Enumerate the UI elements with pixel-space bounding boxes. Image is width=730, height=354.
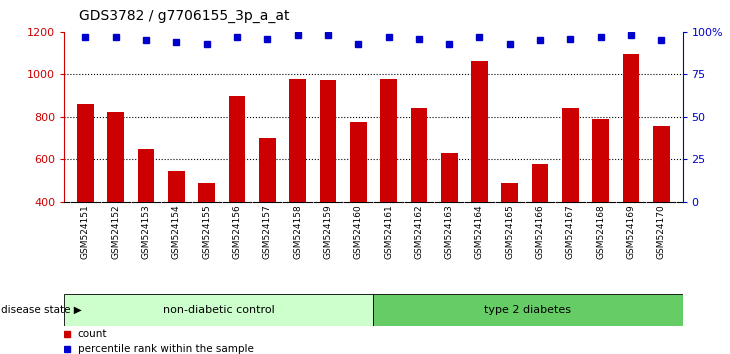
Text: GSM524151: GSM524151 [81,205,90,259]
Bar [138,149,155,287]
Bar [228,96,245,287]
Text: GSM524170: GSM524170 [657,205,666,259]
Text: GSM524158: GSM524158 [293,205,302,259]
Bar [107,112,124,287]
Bar [653,126,669,287]
Bar [592,119,609,287]
Text: type 2 diabetes: type 2 diabetes [485,305,572,315]
Text: GSM524157: GSM524157 [263,205,272,259]
Text: count: count [78,329,107,339]
Text: GSM524156: GSM524156 [232,205,242,259]
Bar [168,171,185,287]
Text: GDS3782 / g7706155_3p_a_at: GDS3782 / g7706155_3p_a_at [79,9,289,23]
Bar [289,79,306,287]
Text: GSM524161: GSM524161 [384,205,393,259]
Bar [320,80,337,287]
Text: GSM524160: GSM524160 [354,205,363,259]
Text: GSM524154: GSM524154 [172,205,181,259]
Text: non-diabetic control: non-diabetic control [163,305,274,315]
Text: GSM524169: GSM524169 [626,205,636,259]
Bar [77,104,93,287]
Text: GSM524163: GSM524163 [445,205,453,259]
Text: GSM524155: GSM524155 [202,205,211,259]
Text: GSM524168: GSM524168 [596,205,605,259]
Text: percentile rank within the sample: percentile rank within the sample [78,344,254,354]
Bar [259,138,276,287]
Bar [64,294,373,326]
Bar [199,183,215,287]
Bar [531,164,548,287]
Bar [410,108,427,287]
Text: GSM524165: GSM524165 [505,205,515,259]
Text: GSM524162: GSM524162 [415,205,423,259]
Bar [373,294,683,326]
Bar [441,153,458,287]
Text: GSM524164: GSM524164 [475,205,484,259]
Text: GSM524153: GSM524153 [142,205,150,259]
Bar [623,54,639,287]
Text: GSM524166: GSM524166 [536,205,545,259]
Text: GSM524159: GSM524159 [323,205,332,259]
Text: disease state ▶: disease state ▶ [1,305,82,315]
Bar [471,61,488,287]
Bar [380,79,397,287]
Bar [562,108,579,287]
Bar [350,122,366,287]
Text: GSM524152: GSM524152 [111,205,120,259]
Text: GSM524167: GSM524167 [566,205,575,259]
Bar [502,183,518,287]
